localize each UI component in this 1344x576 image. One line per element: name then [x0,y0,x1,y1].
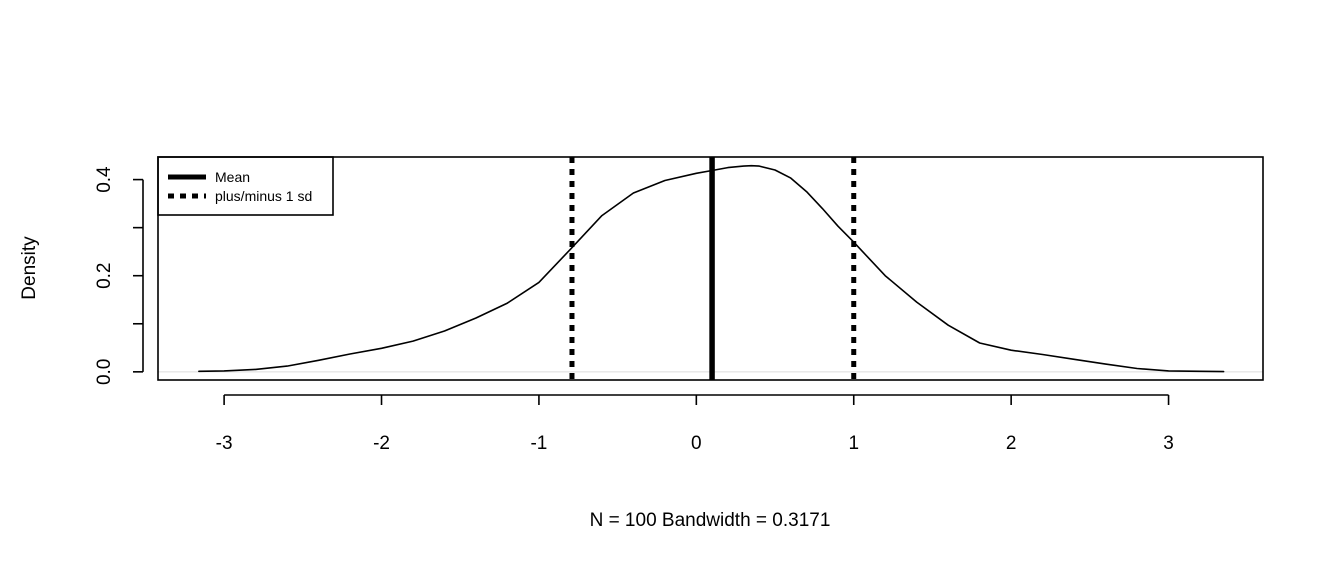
x-tick-label: -2 [373,433,390,454]
plot-frame [157,156,1264,381]
x-axis-title: N = 100 Bandwidth = 0.3171 [590,510,831,531]
reference-lines-layer [569,157,857,380]
legend-label-2: plus/minus 1 sd [215,188,312,204]
legend-box [157,156,334,216]
y-tick-label: 0.0 [94,359,115,385]
y-axis: 0.0 0.2 0.4 [94,166,144,385]
x-tick-label: -3 [216,433,233,454]
legend-label-1: Mean [215,169,250,185]
x-axis: -3 -2 -1 0 1 2 3 [216,394,1174,454]
x-tick-label: 0 [691,433,702,454]
x-tick-label: 1 [848,433,859,454]
y-tick-label: 0.2 [94,262,115,288]
density-curve-1 [198,164,1225,373]
density-curve-layer [198,164,1225,373]
y-axis-title: Density [19,236,40,300]
y-tick-label: 0.4 [94,166,115,193]
legend: Mean plus/minus 1 sd [157,156,334,216]
x-tick-label: 2 [1006,433,1017,454]
x-tick-label: 3 [1163,433,1174,454]
x-tick-label: -1 [530,433,547,454]
